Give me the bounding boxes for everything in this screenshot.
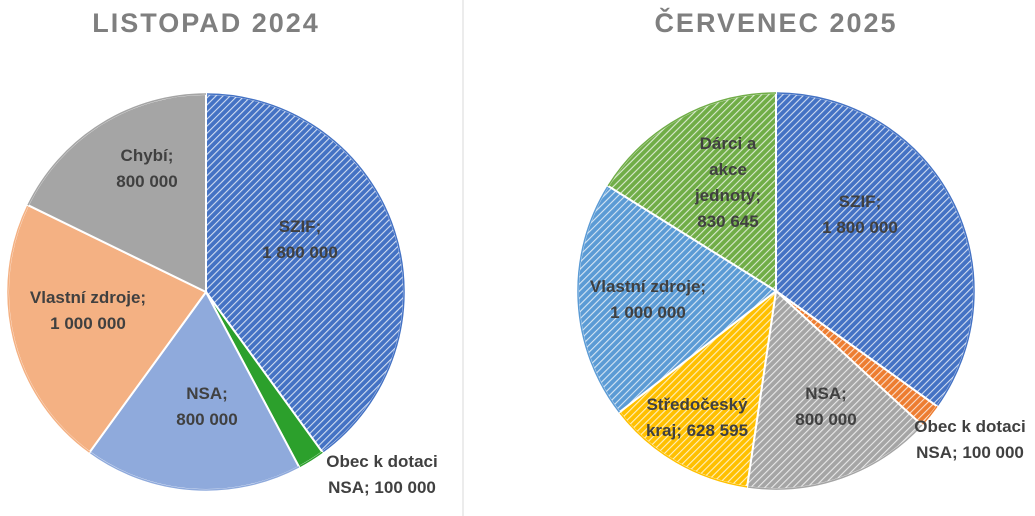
label-separator: ; xyxy=(676,421,682,440)
label-separator: ; xyxy=(952,443,958,462)
label-separator: ; xyxy=(700,277,707,296)
label-category: Obec k dotaci NSA xyxy=(914,417,1026,462)
label-value: 100 000 xyxy=(374,478,436,497)
label-category: NSA xyxy=(186,384,223,403)
data-label: SZIF; 1 800 000 xyxy=(240,214,360,266)
label-value: 830 645 xyxy=(697,212,759,231)
label-value: 800 000 xyxy=(176,410,238,429)
chart-title: LISTOPAD 2024 xyxy=(92,8,320,38)
chart-title: ČERVENEC 2025 xyxy=(654,7,897,38)
label-value: 1 800 000 xyxy=(262,243,338,262)
label-separator: ; xyxy=(140,288,147,307)
label-separator: ; xyxy=(364,478,370,497)
label-value: 1 000 000 xyxy=(610,303,686,322)
label-value: 1 800 000 xyxy=(822,218,898,237)
label-separator: ; xyxy=(222,384,228,403)
data-label: SZIF; 1 800 000 xyxy=(805,189,915,241)
label-separator: ; xyxy=(755,186,762,205)
data-label: Středočeský kraj; 628 595 xyxy=(632,392,762,444)
data-label: NSA; 800 000 xyxy=(776,381,876,433)
data-label: NSA; 800 000 xyxy=(157,381,257,433)
label-category: NSA xyxy=(805,384,842,403)
label-category: Dárci a akce jednoty xyxy=(694,134,757,205)
label-value: 800 000 xyxy=(795,410,857,429)
label-separator: ; xyxy=(167,146,174,165)
label-value: 800 000 xyxy=(116,172,178,191)
data-label: Vlastní zdroje; 1 000 000 xyxy=(8,285,168,337)
label-category: Obec k dotaci NSA xyxy=(326,452,438,497)
data-label: Obec k dotaci NSA; 100 000 xyxy=(913,414,1028,466)
data-label: Dárci a akce jednoty; 830 645 xyxy=(683,131,773,235)
data-label: Chybí; 800 000 xyxy=(97,143,197,195)
label-category: SZIF xyxy=(278,217,316,236)
label-category: Chybí xyxy=(120,146,168,165)
data-label: Obec k dotaci NSA; 100 000 xyxy=(307,449,457,501)
data-label: Vlastní zdroje; 1 000 000 xyxy=(573,274,723,326)
label-value: 628 595 xyxy=(686,421,749,440)
label-category: Vlastní zdroje xyxy=(589,277,701,296)
label-category: Vlastní zdroje xyxy=(29,288,141,307)
label-separator: ; xyxy=(875,192,882,211)
label-value: 1 000 000 xyxy=(50,314,126,333)
label-category: Středočeský kraj xyxy=(645,395,748,440)
label-separator: ; xyxy=(841,384,847,403)
label-category: SZIF xyxy=(838,192,876,211)
label-separator: ; xyxy=(315,217,322,236)
label-value: 100 000 xyxy=(962,443,1024,462)
